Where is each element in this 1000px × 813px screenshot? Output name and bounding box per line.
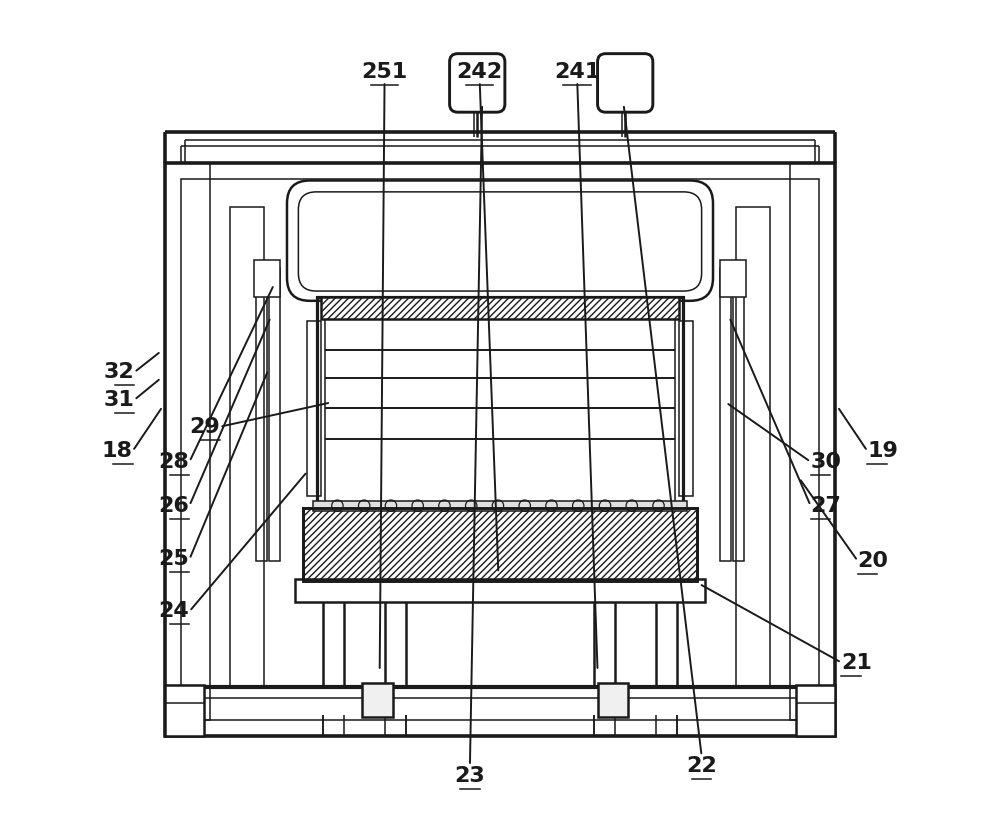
Text: 31: 31 [103, 390, 134, 410]
Bar [790, 163, 835, 720]
Bar [303, 508, 697, 581]
Bar [313, 501, 687, 511]
Text: 32: 32 [103, 363, 134, 382]
Text: 25: 25 [159, 550, 189, 569]
Bar [230, 207, 264, 687]
Bar [254, 260, 280, 297]
Bar [679, 321, 693, 496]
Bar [165, 163, 210, 720]
Bar [256, 268, 267, 561]
Text: 26: 26 [159, 496, 189, 515]
Text: 22: 22 [686, 756, 717, 776]
Text: 241: 241 [554, 62, 600, 81]
Bar [796, 685, 835, 736]
Bar [362, 683, 393, 717]
Bar [736, 207, 770, 687]
Bar [295, 579, 705, 602]
FancyBboxPatch shape [598, 54, 653, 112]
Bar [303, 508, 697, 581]
Bar [165, 685, 204, 736]
Text: 19: 19 [867, 441, 898, 461]
Text: 30: 30 [811, 452, 842, 472]
Text: 242: 242 [457, 62, 503, 81]
Text: 21: 21 [841, 653, 872, 672]
FancyBboxPatch shape [450, 54, 505, 112]
Text: 24: 24 [159, 602, 189, 621]
Text: 251: 251 [361, 62, 408, 81]
Text: 23: 23 [455, 767, 485, 786]
Bar [598, 683, 628, 717]
Bar [733, 268, 744, 561]
Bar [181, 179, 819, 720]
Text: 20: 20 [858, 551, 889, 571]
Bar [317, 297, 683, 504]
Text: 28: 28 [159, 452, 189, 472]
Bar [321, 297, 679, 319]
Bar [307, 321, 321, 496]
Text: 18: 18 [102, 441, 133, 461]
Bar [165, 163, 835, 736]
Text: 29: 29 [189, 417, 220, 437]
Bar [269, 268, 280, 561]
Bar [720, 268, 731, 561]
Text: 27: 27 [811, 496, 841, 515]
Bar [720, 260, 746, 297]
